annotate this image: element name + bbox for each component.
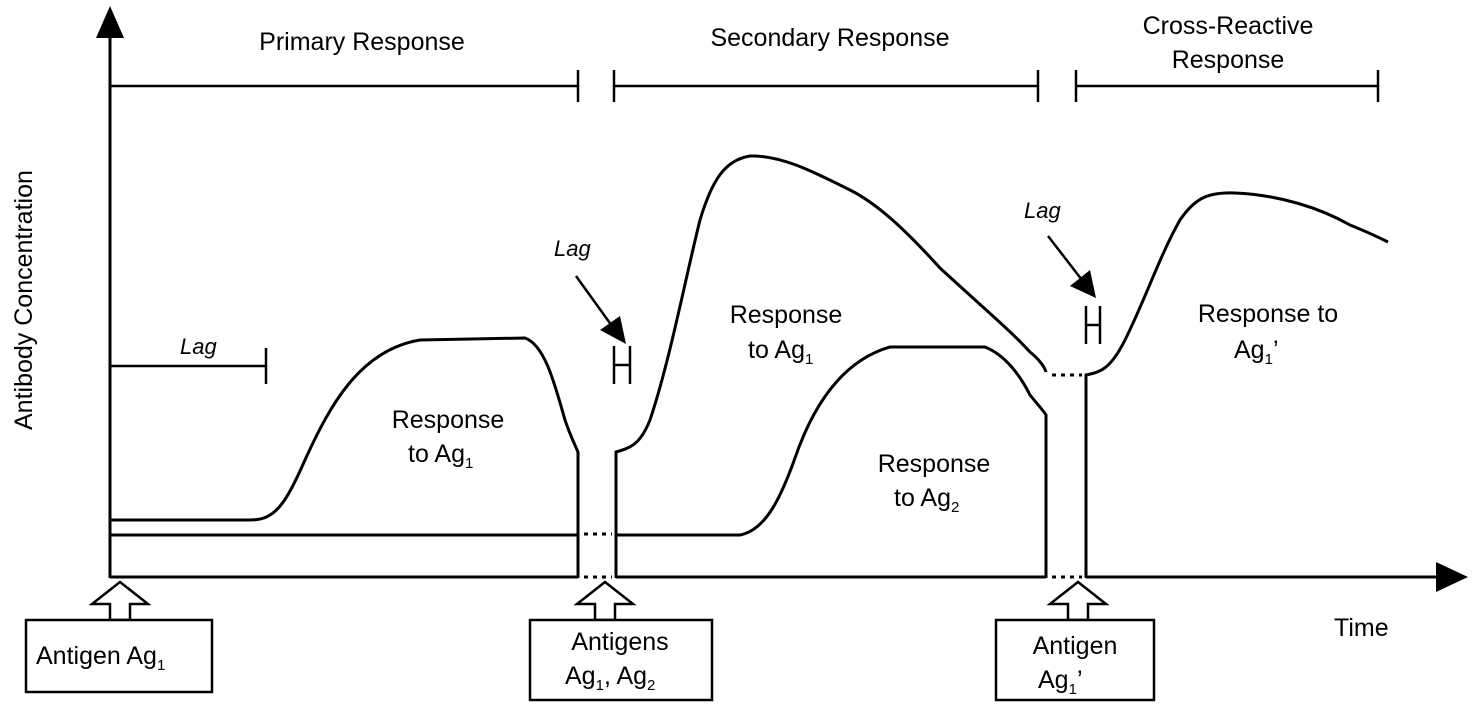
cross-reactive-label: Response to Ag1’: [1198, 300, 1338, 368]
secondary-phase-bracket: [612, 70, 1040, 102]
primary-response-curve: [110, 336, 580, 578]
svg-text:Response to: Response to: [1198, 300, 1338, 328]
antigen-2-arrow: [573, 580, 637, 622]
secondary-ag2-curve: [616, 345, 1048, 578]
cross-phase-label-line2: Response: [1172, 46, 1285, 74]
svg-text:to Ag1: to Ag1: [748, 336, 813, 368]
x-axis-arrowhead: [1436, 562, 1468, 592]
antigen-2-box: [528, 618, 714, 702]
antigen-3-line2: Ag1’: [1038, 666, 1083, 698]
cross-reactive-curve: [1084, 191, 1389, 578]
secondary-ag1-curve: [614, 154, 1048, 578]
svg-text:Response: Response: [878, 450, 991, 478]
cross-lag-label: Lag: [1024, 198, 1061, 223]
y-axis-arrowhead: [96, 6, 124, 38]
secondary-ag1-label: Response to Ag1: [730, 301, 843, 368]
antigen-1-text: Antigen Ag1: [36, 642, 165, 674]
secondary-lag-arrow: [574, 275, 626, 344]
svg-text:Response: Response: [392, 406, 505, 434]
cross-phase-label-line1: Cross-Reactive: [1143, 12, 1314, 40]
primary-phase-bracket: [110, 70, 580, 102]
svg-text:to Ag2: to Ag2: [894, 484, 959, 516]
secondary-ag2-label: Response to Ag2: [878, 450, 991, 516]
svg-text:Response: Response: [730, 301, 843, 329]
primary-lag-bracket: [110, 348, 268, 384]
antigen-2-line1: Antigens: [571, 628, 668, 656]
antigen-1-arrow: [88, 580, 152, 622]
svg-text:to Ag1: to Ag1: [408, 440, 473, 472]
antigen-3-arrow: [1046, 580, 1110, 622]
cross-phase-bracket: [1074, 70, 1380, 102]
y-axis-label: Antibody Concentration: [10, 170, 38, 430]
primary-response-label: Response to Ag1: [392, 406, 505, 472]
primary-lag-label: Lag: [180, 334, 217, 359]
primary-phase-label: Primary Response: [259, 28, 465, 56]
cross-lag-arrow: [1047, 235, 1096, 298]
svg-text:Ag1’: Ag1’: [1234, 336, 1279, 368]
antigen-1-box: [24, 618, 214, 694]
secondary-lag-label: Lag: [554, 236, 591, 261]
antigen-3-line1: Antigen: [1033, 632, 1118, 660]
antigen-3-box: [994, 618, 1156, 702]
x-axis-label: Time: [1334, 614, 1389, 642]
cross-lag-marker: [1084, 306, 1102, 344]
secondary-phase-label: Secondary Response: [710, 24, 949, 52]
secondary-lag-marker: [612, 346, 632, 384]
antigen-2-line2: Ag1, Ag2: [565, 662, 655, 694]
